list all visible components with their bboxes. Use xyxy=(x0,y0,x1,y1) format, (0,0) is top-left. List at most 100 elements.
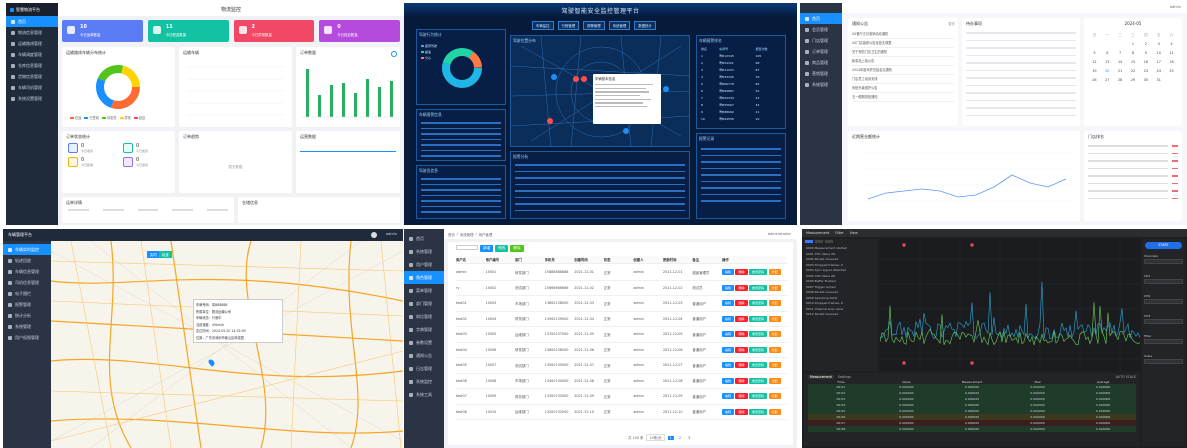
column-header[interactable]: 创建人 xyxy=(633,258,644,262)
row-action-button[interactable]: 分配 xyxy=(768,315,781,322)
row-action-button[interactable]: 删除 xyxy=(735,315,748,322)
row-action-button[interactable]: 删除 xyxy=(735,346,748,353)
map-btn-realtime[interactable]: 实时 xyxy=(147,251,160,258)
row-action-button[interactable]: 编辑 xyxy=(721,393,734,400)
column-header[interactable]: 操作 xyxy=(721,258,729,262)
tab-item[interactable]: 报警管理 xyxy=(583,21,605,30)
sidebar-item[interactable]: 商品管理 xyxy=(800,57,842,68)
page-size-select[interactable]: 10条/页 xyxy=(646,434,665,441)
calendar-day[interactable]: 15 xyxy=(1130,60,1136,64)
sidebar-item[interactable]: 系统工具 xyxy=(404,388,444,401)
calendar-day[interactable]: 1 xyxy=(1131,42,1135,46)
map-marker[interactable] xyxy=(623,128,629,134)
sidebar-item[interactable]: 首页 xyxy=(800,13,842,24)
column-header[interactable]: 创建时间 xyxy=(574,258,588,262)
tab-measurement[interactable]: Measurement xyxy=(808,374,834,379)
row-action-button[interactable]: 编辑 xyxy=(721,331,734,338)
map-area[interactable]: 实时 轨迹 车牌号码：粤B88888 所属单位：物流运输公司 车辆状态：行驶中 当前速… xyxy=(51,241,403,448)
menu-item[interactable]: Measurement xyxy=(806,231,830,235)
tab-settings[interactable]: Settings xyxy=(837,374,851,379)
column-header[interactable]: 手机号 xyxy=(544,258,555,262)
map-marker[interactable] xyxy=(663,86,669,92)
row-action-button[interactable]: 重置密码 xyxy=(749,362,768,369)
sidebar-item[interactable]: 车辆信息管理 xyxy=(3,266,51,277)
map-marker[interactable] xyxy=(581,76,587,82)
row-action-button[interactable]: 分配 xyxy=(768,362,781,369)
map-btn-track[interactable]: 轨迹 xyxy=(159,251,172,258)
column-header[interactable]: 状态 xyxy=(603,258,611,262)
sidebar-item[interactable]: 用户权限管理 xyxy=(3,332,51,343)
calendar-day[interactable]: 12 xyxy=(1092,60,1097,64)
row-action-button[interactable]: 编辑 xyxy=(721,346,734,353)
calendar-day[interactable]: 10 xyxy=(1156,51,1161,55)
row-action-button[interactable]: 删除 xyxy=(735,362,748,369)
sidebar-item[interactable]: 系统监控 xyxy=(404,375,444,388)
stat-card[interactable]: 2 今日异常数量 xyxy=(233,20,315,42)
search-input[interactable] xyxy=(456,245,478,250)
sidebar-item[interactable]: 报警管理 xyxy=(3,299,51,310)
edit-button[interactable]: 修改 xyxy=(495,245,509,252)
sidebar-item[interactable]: 岗位管理 xyxy=(404,310,444,323)
delete-button[interactable]: 删除 xyxy=(510,245,524,252)
sidebar-item[interactable]: 司机信息管理 xyxy=(3,277,51,288)
column-header[interactable]: 更新时间 xyxy=(662,258,677,262)
control-input[interactable] xyxy=(1144,299,1183,304)
calendar-day[interactable]: 7 xyxy=(1119,51,1122,55)
sidebar-item[interactable]: 用户管理 xyxy=(404,258,444,271)
calendar-day[interactable]: 24 xyxy=(1156,69,1161,73)
sidebar-item[interactable]: 系统管理 xyxy=(800,79,842,90)
sidebar-item[interactable]: 电子围栏 xyxy=(3,288,51,299)
column-header[interactable]: Time xyxy=(837,380,845,384)
calendar-day[interactable]: 3 xyxy=(1157,42,1160,46)
calendar-day[interactable]: 27 xyxy=(1105,78,1110,82)
sidebar-item[interactable]: 物流信息管理 xyxy=(6,27,58,38)
notice-item[interactable]: XX门店装修公告及营业调整 xyxy=(852,39,954,48)
sidebar-item[interactable]: 订单管理 xyxy=(800,46,842,57)
row-action-button[interactable]: 编辑 xyxy=(721,362,734,369)
calendar-day[interactable]: 5 xyxy=(1093,51,1096,55)
row-action-button[interactable]: 删除 xyxy=(735,300,748,307)
map-panel[interactable]: 驾驶位置分布 车辆基本信息 xyxy=(510,35,690,147)
row-action-button[interactable]: 删除 xyxy=(735,331,748,338)
calendar-day[interactable]: 21 xyxy=(1117,69,1123,73)
column-header[interactable]: Measurement xyxy=(961,380,983,384)
stat-card[interactable]: 10 今日运单数量 xyxy=(62,20,143,42)
menu-item[interactable]: View xyxy=(849,231,858,235)
row-action-button[interactable]: 重置密码 xyxy=(749,315,768,322)
start-button[interactable]: START xyxy=(1145,242,1182,249)
calendar-day[interactable]: 18 xyxy=(1169,60,1174,64)
sidebar-item[interactable]: 轨迹回放 xyxy=(3,255,51,266)
sidebar-item[interactable]: 系统管理 xyxy=(404,245,444,258)
row-action-button[interactable]: 分配 xyxy=(768,408,781,415)
row-action-button[interactable]: 编辑 xyxy=(721,300,734,307)
page-number[interactable]: 2 xyxy=(678,435,682,440)
sidebar-item[interactable]: 车辆司机管理 xyxy=(6,82,58,93)
column-header[interactable]: 部门 xyxy=(515,258,522,262)
column-header[interactable]: Average xyxy=(1097,380,1110,384)
calendar-day[interactable]: 19 xyxy=(1092,69,1097,73)
tab-item[interactable]: 车辆监控 xyxy=(532,21,554,30)
column-header[interactable]: Value xyxy=(902,380,911,384)
row-action-button[interactable]: 重置密码 xyxy=(749,300,768,307)
calendar-day[interactable]: 25 xyxy=(1169,69,1174,73)
row-action-button[interactable]: 编辑 xyxy=(721,315,734,322)
sidebar-item[interactable]: 仓库信息管理 xyxy=(6,60,58,71)
row-action-button[interactable]: 分配 xyxy=(768,269,781,276)
control-input[interactable] xyxy=(1144,339,1183,344)
row-action-button[interactable]: 编辑 xyxy=(721,408,734,415)
control-input[interactable] xyxy=(1144,279,1183,284)
row-action-button[interactable]: 删除 xyxy=(735,284,748,291)
notice-item[interactable]: 门店员工培训安排 xyxy=(852,75,954,84)
calendar-day[interactable]: 6 xyxy=(1106,51,1109,55)
row-action-button[interactable]: 删除 xyxy=(735,377,748,384)
calendar-day[interactable]: 26 xyxy=(1092,78,1097,82)
map-marker[interactable] xyxy=(573,76,579,82)
sidebar-item[interactable]: 首页 xyxy=(404,232,444,245)
tab-item[interactable]: 数据统计 xyxy=(634,21,656,30)
row-action-button[interactable]: 重置密码 xyxy=(749,331,768,338)
row-action-button[interactable]: 分配 xyxy=(768,284,781,291)
map-marker[interactable] xyxy=(547,118,553,124)
notice-item[interactable]: 关于规范门店卫生的通知 xyxy=(852,48,954,57)
user-name[interactable]: Administrator xyxy=(767,232,791,236)
row-action-button[interactable]: 重置密码 xyxy=(749,284,768,291)
